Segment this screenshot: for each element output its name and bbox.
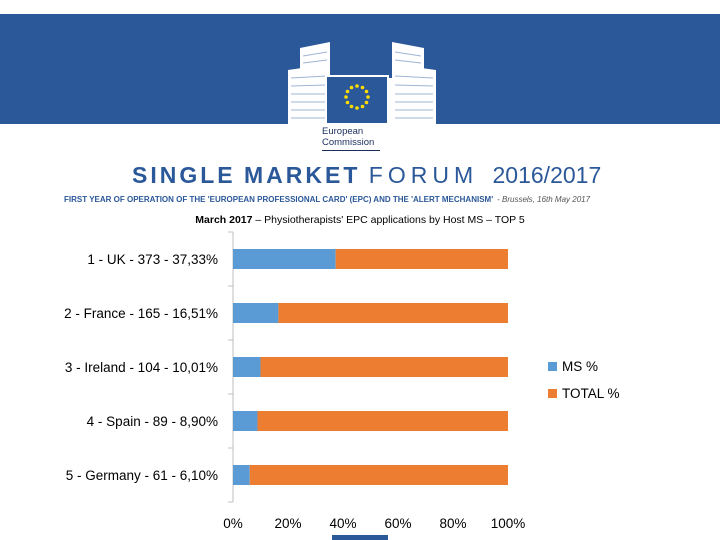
legend-label: MS %: [562, 359, 598, 374]
category-label: 3 - Ireland - 104 - 10,01%: [65, 360, 218, 375]
logo-line-2: Commission: [322, 137, 375, 148]
logo-line-1: European: [322, 126, 364, 137]
bar-total: [260, 357, 508, 377]
category-label: 1 - UK - 373 - 37,33%: [87, 252, 218, 267]
chart-title-date: March 2017: [195, 214, 253, 226]
commission-logo-text: European Commission: [322, 126, 374, 148]
bar-total: [278, 303, 508, 323]
x-tick-label: 20%: [274, 516, 301, 531]
category-label: 2 - France - 165 - 16,51%: [64, 306, 218, 321]
legend-label: TOTAL %: [562, 386, 620, 401]
stacked-bar-chart: 1 - UK - 373 - 37,33% 2 - France - 165 - …: [64, 231, 620, 531]
bar-ms: [233, 465, 250, 485]
legend-swatch: [548, 362, 557, 371]
bar-ms: [233, 357, 261, 377]
forum-title-word-2: MARKET: [244, 162, 361, 188]
bar-ms: [233, 303, 279, 323]
category-label: 5 - Germany - 61 - 6,10%: [66, 468, 218, 483]
forum-subtitle-text: FIRST YEAR OF OPERATION OF THE 'EUROPEAN…: [64, 195, 494, 204]
forum-subtitle: FIRST YEAR OF OPERATION OF THE 'EUROPEAN…: [64, 195, 590, 204]
x-tick-label: 100%: [491, 516, 526, 531]
chart-title-rest: – Physiotherapists' EPC applications by …: [252, 214, 525, 226]
x-tick-label: 0%: [223, 516, 243, 531]
bar-total: [335, 249, 508, 269]
forum-title: SINGLE MARKET FORUM 2016/2017: [132, 162, 601, 189]
x-tick-label: 40%: [329, 516, 356, 531]
x-tick-label: 80%: [439, 516, 466, 531]
forum-title-year: 2016/2017: [492, 162, 602, 188]
forum-subtitle-place: - Brussels, 16th May 2017: [497, 195, 591, 204]
eu-flag-icon: [325, 75, 389, 124]
footer-accent-bar: [332, 535, 388, 540]
bar-ms: [233, 249, 336, 269]
bar-total: [249, 465, 508, 485]
commission-banner: [0, 0, 720, 124]
legend-swatch: [548, 389, 557, 398]
bar-ms: [233, 411, 258, 431]
x-tick-label: 60%: [384, 516, 411, 531]
chart-title: March 2017 – Physiotherapists' EPC appli…: [0, 214, 720, 226]
category-label: 4 - Spain - 89 - 8,90%: [87, 414, 218, 429]
forum-title-word-3: FORUM: [368, 162, 479, 188]
bar-total: [257, 411, 508, 431]
forum-title-word-1: SINGLE: [132, 162, 236, 188]
logo-divider: [322, 150, 380, 151]
